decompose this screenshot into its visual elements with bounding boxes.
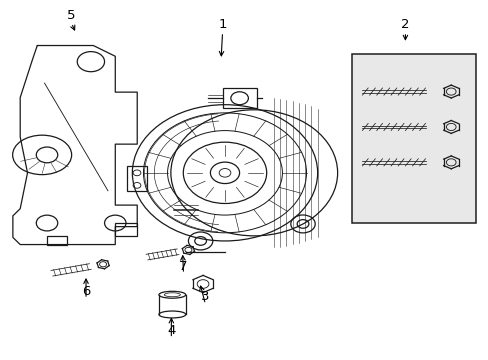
Bar xyxy=(351,54,475,223)
Bar xyxy=(47,235,66,244)
Text: 6: 6 xyxy=(81,285,90,298)
Text: 7: 7 xyxy=(179,260,187,273)
Text: 4: 4 xyxy=(167,324,175,337)
Text: 5: 5 xyxy=(67,9,76,22)
Bar xyxy=(127,166,146,191)
Bar xyxy=(115,223,137,235)
Text: 3: 3 xyxy=(201,290,209,303)
Text: 1: 1 xyxy=(218,18,226,31)
Bar xyxy=(222,88,256,108)
Text: 2: 2 xyxy=(400,18,409,31)
